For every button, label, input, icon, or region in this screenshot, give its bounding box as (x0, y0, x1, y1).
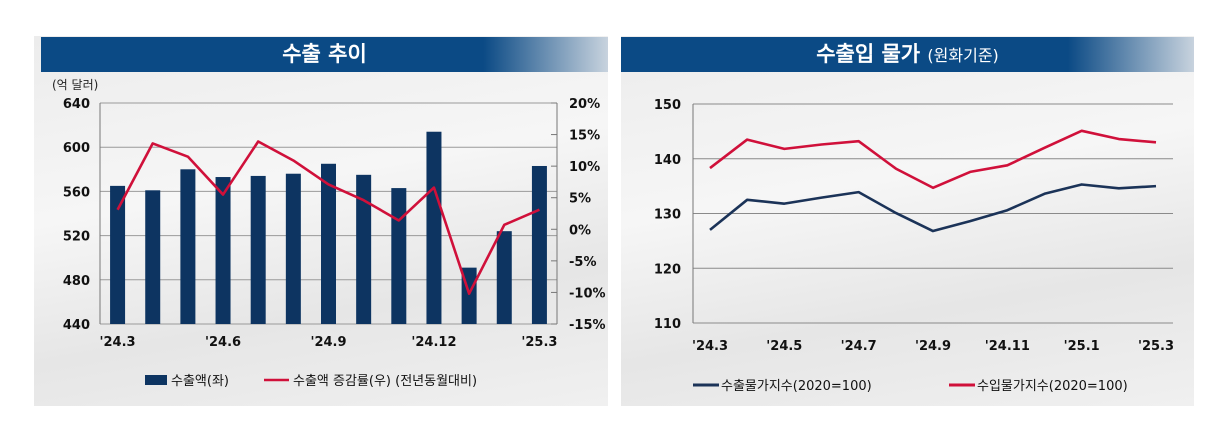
price-chart: 150 140 130 120 110 '24.3 '24.5 '24.7 '24.9 '24.1… (654, 98, 1174, 394)
y-right-tick-label: 10% (569, 160, 600, 175)
x-tick-label: '24.3 (692, 339, 728, 354)
y-left-tick-label: 560 (63, 185, 90, 200)
bar (356, 174, 372, 324)
bar (426, 131, 442, 324)
legend-import-label: 수입물가지수(2020=100) (977, 379, 1128, 394)
title-text: 수출 추이 (282, 42, 367, 66)
export-trend-chart: 640 600 560 520 480 440 20% 15% 10% 5% 0% -5% -10% -1… (52, 78, 606, 389)
y-right-tick-label: 0% (569, 223, 591, 238)
bar (285, 173, 301, 324)
y-left-tick-label: 480 (63, 274, 90, 289)
x-tick-label: '25.1 (1064, 339, 1100, 354)
y-right-tick-label: 20% (569, 97, 600, 112)
y-right-tick-label: 5% (569, 192, 591, 207)
bar (110, 185, 126, 324)
y-tick-label: 120 (654, 262, 681, 277)
x-tick-label: '25.3 (521, 335, 557, 350)
legend-export-label: 수출물가지수(2020=100) (721, 379, 872, 394)
y-left-tick-label: 640 (63, 97, 90, 112)
y-right-tick-label: -10% (569, 286, 606, 301)
growth-rate-line (116, 140, 540, 295)
subtitle-text: (원화기준) (927, 46, 999, 65)
bar (391, 188, 407, 324)
y-tick-label: 110 (654, 317, 681, 332)
y-left-tick-label: 520 (63, 230, 90, 245)
legend-bar-swatch (145, 375, 167, 385)
y-tick-label: 130 (654, 208, 681, 223)
x-tick-label: '24.5 (766, 339, 802, 354)
bar (215, 177, 231, 324)
y-right-tick-label: 15% (569, 129, 600, 144)
bar (145, 190, 161, 324)
unit-label: (억 달러) (52, 78, 98, 92)
x-tick-label: '24.3 (100, 335, 136, 350)
export-trend-panel: 수출 추이 640 600 560 520 480 440 20% 15% 10% 5% 0% -5%… (34, 36, 608, 406)
x-tick-label: '24.12 (411, 335, 456, 350)
bar (321, 163, 336, 324)
x-tick-label: '24.9 (310, 335, 346, 350)
y-tick-label: 140 (654, 153, 681, 168)
import-price-line (709, 129, 1157, 190)
x-tick-label: '24.9 (915, 339, 951, 354)
y-right-tick-label: -5% (569, 255, 596, 270)
export-trend-title: 수출 추이 (41, 37, 608, 72)
x-tick-label: '24.6 (205, 335, 241, 350)
y-left-tick-label: 440 (63, 318, 90, 333)
x-tick-label: '24.11 (985, 339, 1030, 354)
bar (180, 169, 196, 324)
price-title: 수출입 물가 (원화기준) (621, 37, 1194, 72)
y-tick-label: 150 (654, 98, 681, 113)
y-left-tick-label: 600 (63, 141, 90, 156)
x-tick-label: '24.7 (841, 339, 877, 354)
bar (496, 231, 512, 324)
title-text: 수출입 물가 (816, 42, 921, 66)
bar (250, 175, 266, 324)
bar (531, 165, 547, 324)
price-panel: 수출입 물가 (원화기준) 150 140 130 120 110 '24.3 '24.5 '… (621, 36, 1194, 406)
legend-bar-label: 수출액(좌) (171, 374, 229, 389)
y-right-tick-label: -15% (569, 318, 606, 333)
export-price-line (709, 183, 1157, 233)
legend-line-label: 수출액 증감률(우) (전년동월대비) (293, 374, 477, 389)
x-tick-label: '25.3 (1138, 339, 1174, 354)
